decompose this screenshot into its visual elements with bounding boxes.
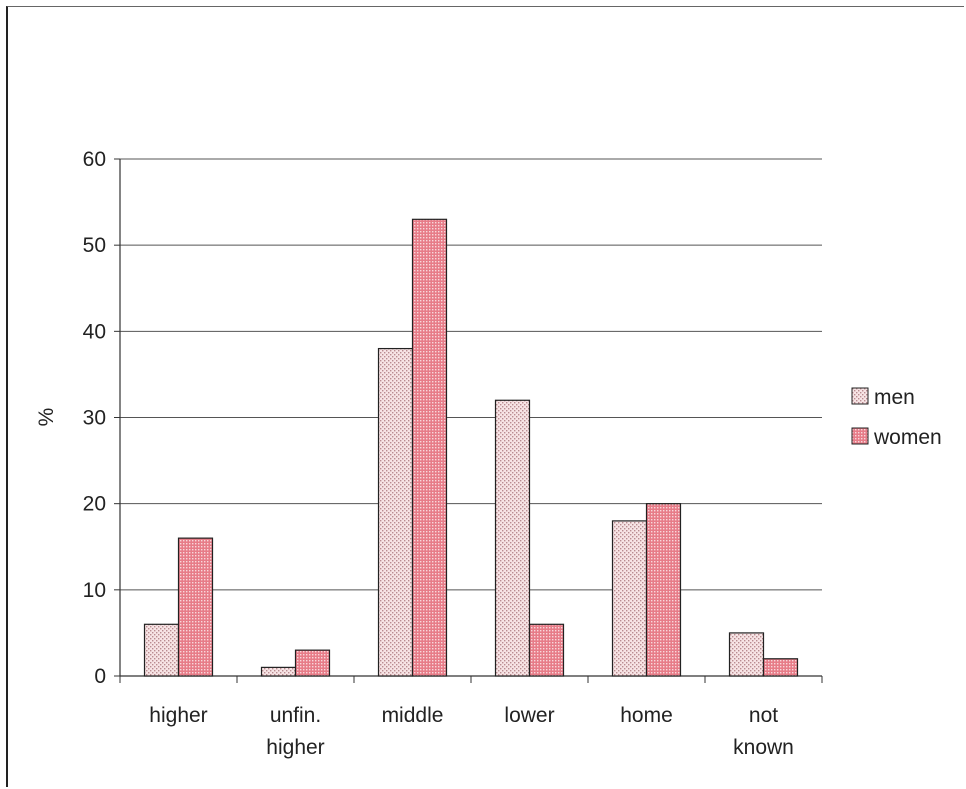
legend-swatch-women bbox=[851, 427, 869, 445]
x-category-label: home bbox=[620, 704, 673, 727]
legend-swatch-men bbox=[851, 387, 869, 405]
bar-women bbox=[177, 537, 214, 677]
y-tick-label: 20 bbox=[83, 493, 106, 516]
bar-women bbox=[528, 623, 565, 677]
x-category-label: middle bbox=[382, 704, 444, 727]
y-tick-label: 40 bbox=[83, 320, 106, 343]
y-tick-label: 50 bbox=[83, 234, 106, 257]
y-axis-label: % bbox=[35, 408, 58, 427]
grid-lines bbox=[120, 158, 822, 591]
y-tick-label: 30 bbox=[83, 407, 106, 430]
bar-women bbox=[645, 503, 682, 677]
y-tick-label: 60 bbox=[83, 148, 106, 171]
bar-men bbox=[377, 347, 414, 677]
x-category-label: higher bbox=[266, 736, 324, 759]
x-category-label: unfin. bbox=[270, 704, 321, 727]
bar-men bbox=[260, 666, 297, 677]
bar-women bbox=[294, 649, 331, 677]
x-category-label: known bbox=[733, 736, 794, 759]
legend-label-men: men bbox=[874, 386, 915, 409]
x-category-label: not bbox=[749, 704, 778, 727]
x-category-label: lower bbox=[504, 704, 554, 727]
bar-men bbox=[143, 623, 180, 677]
axes bbox=[114, 158, 823, 683]
y-tick-labels: 0 10 20 30 40 50 60 bbox=[83, 148, 106, 688]
x-category-labels: higher unfin. higher middle lower home not know… bbox=[149, 704, 794, 759]
bar-women bbox=[411, 218, 448, 677]
bar-men bbox=[728, 632, 765, 677]
x-category-label: higher bbox=[149, 704, 207, 727]
bar-women bbox=[762, 658, 799, 677]
bar-men bbox=[611, 520, 648, 677]
y-tick-label: 0 bbox=[94, 665, 106, 688]
chart-frame bbox=[6, 6, 964, 787]
bar-men bbox=[494, 399, 531, 677]
bars bbox=[143, 218, 799, 677]
legend-label-women: women bbox=[873, 426, 942, 449]
y-tick-label: 10 bbox=[83, 579, 106, 602]
legend: men women bbox=[842, 380, 966, 460]
